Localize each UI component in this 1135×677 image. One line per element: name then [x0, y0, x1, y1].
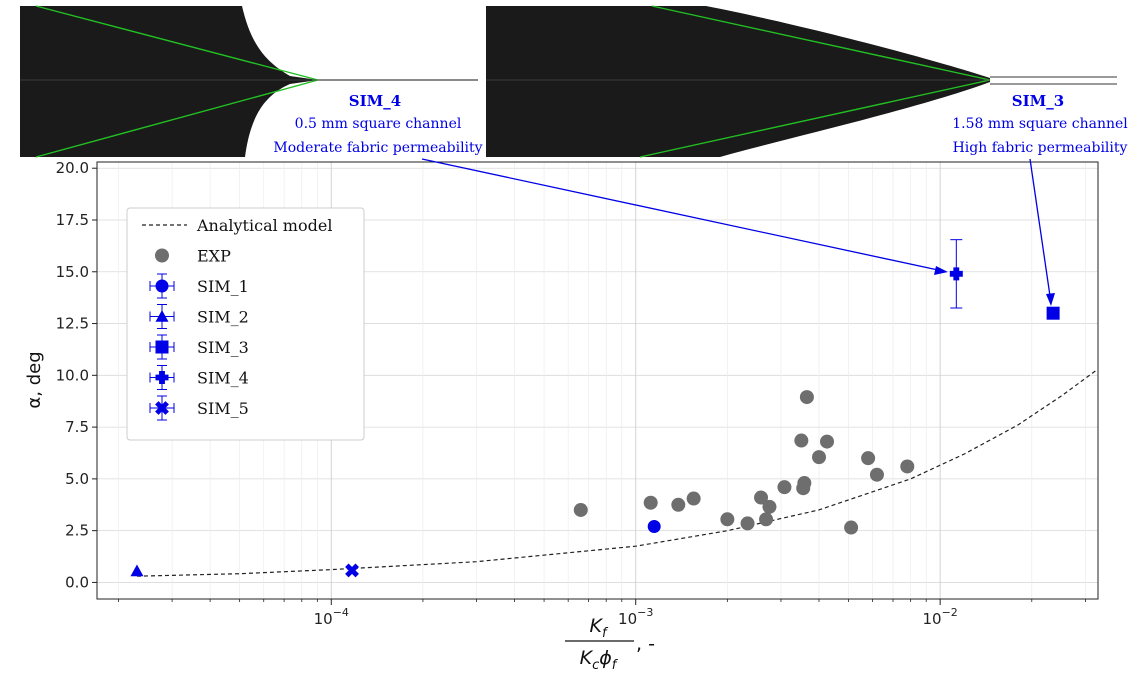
plot: 0.02.55.07.510.012.515.017.520.0 10−4 10−… — [24, 158, 1099, 673]
annotation-arrows — [421, 158, 1055, 306]
point-exp — [762, 499, 777, 514]
legend-label: SIM_1 — [197, 277, 249, 296]
y-axis-ticks: 0.0 2.5 5.0 7.5 10.0 12.5 15.0 17.5 20.0 — [56, 159, 97, 591]
point-exp — [671, 497, 686, 512]
fit-line-lower-sim3 — [639, 79, 991, 158]
x-label-num-sub: f — [602, 626, 609, 641]
image-sim4: SIM_4 0.5 mm square channel Moderate fab… — [20, 5, 483, 158]
image-label-sim4: SIM_4 — [349, 92, 401, 110]
y-tick-label: 12.5 — [56, 315, 89, 333]
point-sim_1 — [647, 520, 661, 534]
legend-marker — [155, 401, 169, 415]
x-label-den-sub: c — [592, 658, 599, 673]
x-tick-label: 10−4 — [314, 606, 349, 628]
image-desc-sim4-line2: Moderate fabric permeability — [273, 140, 482, 156]
point-exp — [740, 516, 755, 531]
y-tick-label: 5.0 — [65, 470, 89, 488]
data-points — [130, 239, 1060, 578]
y-tick-label: 20.0 — [56, 159, 89, 177]
point-exp — [811, 450, 826, 465]
legend-label: SIM_2 — [197, 308, 249, 327]
y-tick-label: 10.0 — [56, 366, 89, 384]
point-exp — [794, 433, 809, 448]
x-axis-ticks: 10−4 10−3 10−2 — [118, 599, 1086, 628]
legend-item: SIM_2 — [149, 304, 249, 329]
arrowhead-sim4 — [934, 266, 948, 275]
point-exp — [797, 476, 812, 491]
point-exp — [686, 491, 701, 506]
point-exp — [754, 490, 769, 505]
legend-marker — [155, 371, 169, 385]
legend-label: EXP — [197, 247, 231, 266]
flow-front-sim3 — [486, 6, 990, 157]
point-sim_4 — [949, 267, 963, 281]
y-axis-label: α, deg — [24, 351, 45, 408]
arrow-sim3 — [1029, 158, 1051, 297]
svg-text:Kcϕf: Kcϕf — [580, 647, 619, 673]
x-axis-label: Kf Kcϕf , - — [565, 615, 655, 673]
point-exp — [900, 459, 915, 474]
image-desc-sim3-line1: 1.58 mm square channel — [952, 116, 1128, 132]
legend-marker — [155, 279, 169, 293]
legend-item: SIM_4 — [149, 365, 249, 390]
flow-front-sim4 — [20, 6, 318, 157]
fit-line-upper-sim3 — [651, 5, 991, 81]
legend-marker — [155, 248, 169, 263]
y-tick-label: 7.5 — [65, 418, 89, 436]
legend-item: SIM_1 — [149, 273, 249, 299]
x-label-num: K — [589, 615, 603, 637]
point-exp — [720, 512, 735, 527]
point-sim_2 — [130, 564, 144, 577]
point-sim_3 — [1046, 306, 1060, 320]
point-exp — [820, 434, 835, 449]
image-sim3: SIM_3 1.58 mm square channel High fabric… — [486, 5, 1128, 158]
point-exp — [573, 502, 588, 517]
model-line — [136, 368, 1099, 577]
point-exp — [643, 495, 658, 510]
image-label-sim3: SIM_3 — [1012, 92, 1064, 110]
x-label-phi-sub: f — [612, 658, 619, 673]
point-sim_5 — [345, 563, 359, 578]
legend-label: Analytical model — [196, 216, 332, 235]
y-tick-label: 0.0 — [65, 573, 89, 591]
legend-item: SIM_3 — [149, 334, 249, 360]
legend-label: SIM_5 — [197, 399, 249, 418]
legend-box — [126, 207, 365, 441]
point-exp — [777, 480, 792, 495]
arrow-sim4 — [421, 158, 939, 271]
legend-marker — [155, 340, 169, 354]
x-tick-label: 10−3 — [618, 606, 653, 628]
point-exp — [759, 512, 774, 527]
point-exp — [869, 467, 884, 482]
x-label-den: K — [580, 647, 594, 669]
x-tick-label: 10−2 — [922, 606, 957, 628]
svg-text:Kf: Kf — [589, 615, 608, 641]
point-exp — [861, 451, 876, 466]
legend-item: SIM_5 — [149, 395, 249, 421]
x-label-phi: ϕ — [599, 647, 612, 669]
legend: Analytical model EXP SIM_1 SIM_2 SIM_3 SIM_4 S… — [126, 207, 365, 441]
fit-line-upper-sim4 — [35, 5, 319, 81]
y-tick-label: 15.0 — [56, 263, 89, 281]
y-tick-label: 2.5 — [65, 522, 89, 540]
fit-line-lower-sim4 — [35, 79, 319, 158]
image-desc-sim4-line1: 0.5 mm square channel — [295, 116, 462, 132]
legend-label: SIM_4 — [197, 369, 249, 388]
x-label-suffix: , - — [636, 633, 655, 655]
point-exp — [799, 390, 814, 405]
legend-item: Analytical model — [142, 216, 332, 235]
legend-marker — [155, 310, 169, 322]
legend-label: SIM_3 — [197, 338, 249, 357]
image-desc-sim3-line2: High fabric permeability — [953, 140, 1128, 156]
analytical-model-curve — [136, 368, 1099, 577]
arrowhead-sim3 — [1046, 293, 1055, 306]
y-tick-label: 17.5 — [56, 211, 89, 229]
legend-item: EXP — [155, 247, 231, 266]
point-exp — [844, 520, 859, 535]
